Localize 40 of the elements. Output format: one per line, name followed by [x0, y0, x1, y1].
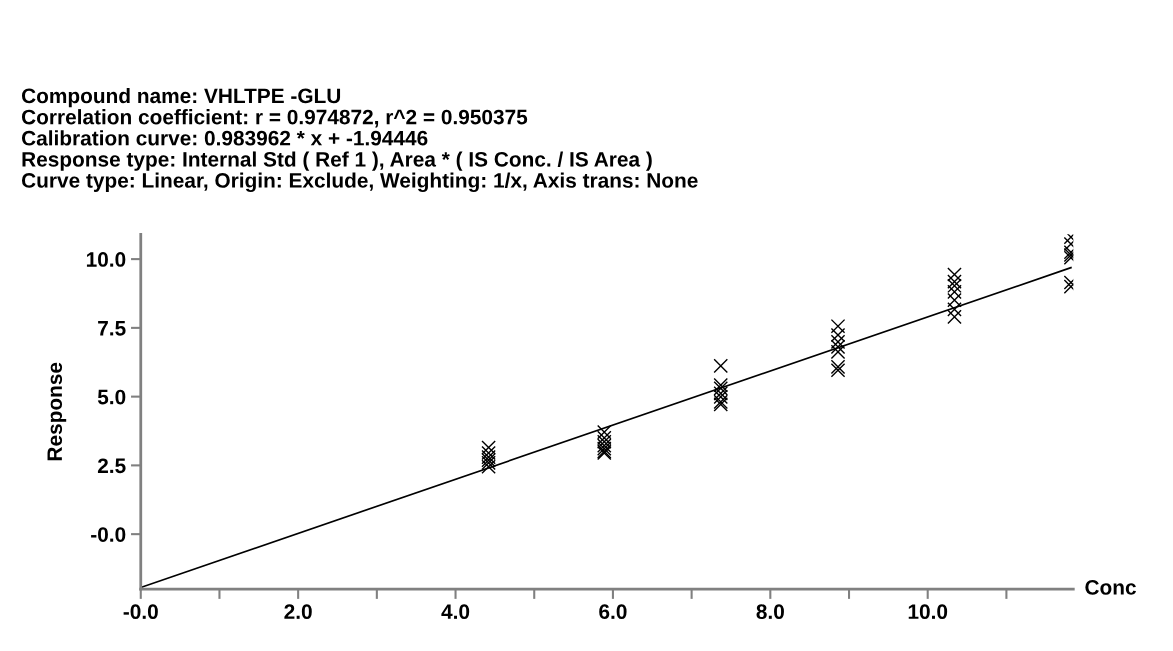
- point: [713, 386, 729, 401]
- point: [481, 459, 496, 475]
- point: [947, 284, 962, 300]
- point: [713, 358, 729, 374]
- y-axis-title: Response: [47, 362, 67, 461]
- point: [713, 377, 729, 393]
- point: [830, 334, 846, 350]
- chart-title: Compound name: VHLTPE -GLU: [21, 87, 341, 108]
- x-tick-label: 2.0: [284, 604, 312, 620]
- x-axis-title: Conc: [1085, 579, 1136, 595]
- point: [830, 327, 846, 343]
- point: [947, 309, 962, 325]
- point: [830, 318, 846, 334]
- point: [947, 302, 962, 317]
- text: Response type: Internal Std ( Ref 1 ), Area * ( IS Conc. / IS Area ): [22, 151, 652, 171]
- y-tick-label: -0.0: [91, 527, 126, 542]
- point: [947, 274, 962, 289]
- point: [481, 440, 496, 455]
- point: [947, 292, 962, 308]
- x-tick-label: 8.0: [756, 604, 784, 620]
- point: [713, 381, 729, 396]
- point: [596, 430, 612, 446]
- point: [947, 278, 962, 294]
- point: [947, 267, 962, 282]
- text: Correlation coefficient: r = 0.974872, r^2 = 0.950375: [21, 109, 528, 128]
- x-tick-label: 6.0: [599, 604, 627, 620]
- point: [481, 445, 496, 461]
- point: [596, 424, 612, 440]
- x-tick-label: 10.0: [908, 604, 948, 620]
- point: [830, 344, 846, 360]
- text: Calibration curve: 0.983962 * x + -1.94446: [21, 130, 428, 146]
- text: Curve type: Linear, Origin: Exclude, Weighting: 1/x, Axis trans: None: [21, 172, 698, 193]
- y-tick-label: 5.0: [97, 389, 126, 405]
- y-tick-label: 2.5: [97, 458, 126, 474]
- y-tick-label: 10.0: [86, 252, 126, 267]
- x-tick-label: -0.0: [123, 604, 158, 620]
- point: [830, 339, 846, 355]
- point: [713, 389, 729, 405]
- y-tick-label: 7.5: [98, 321, 126, 336]
- x-tick-label: 4.0: [441, 604, 470, 620]
